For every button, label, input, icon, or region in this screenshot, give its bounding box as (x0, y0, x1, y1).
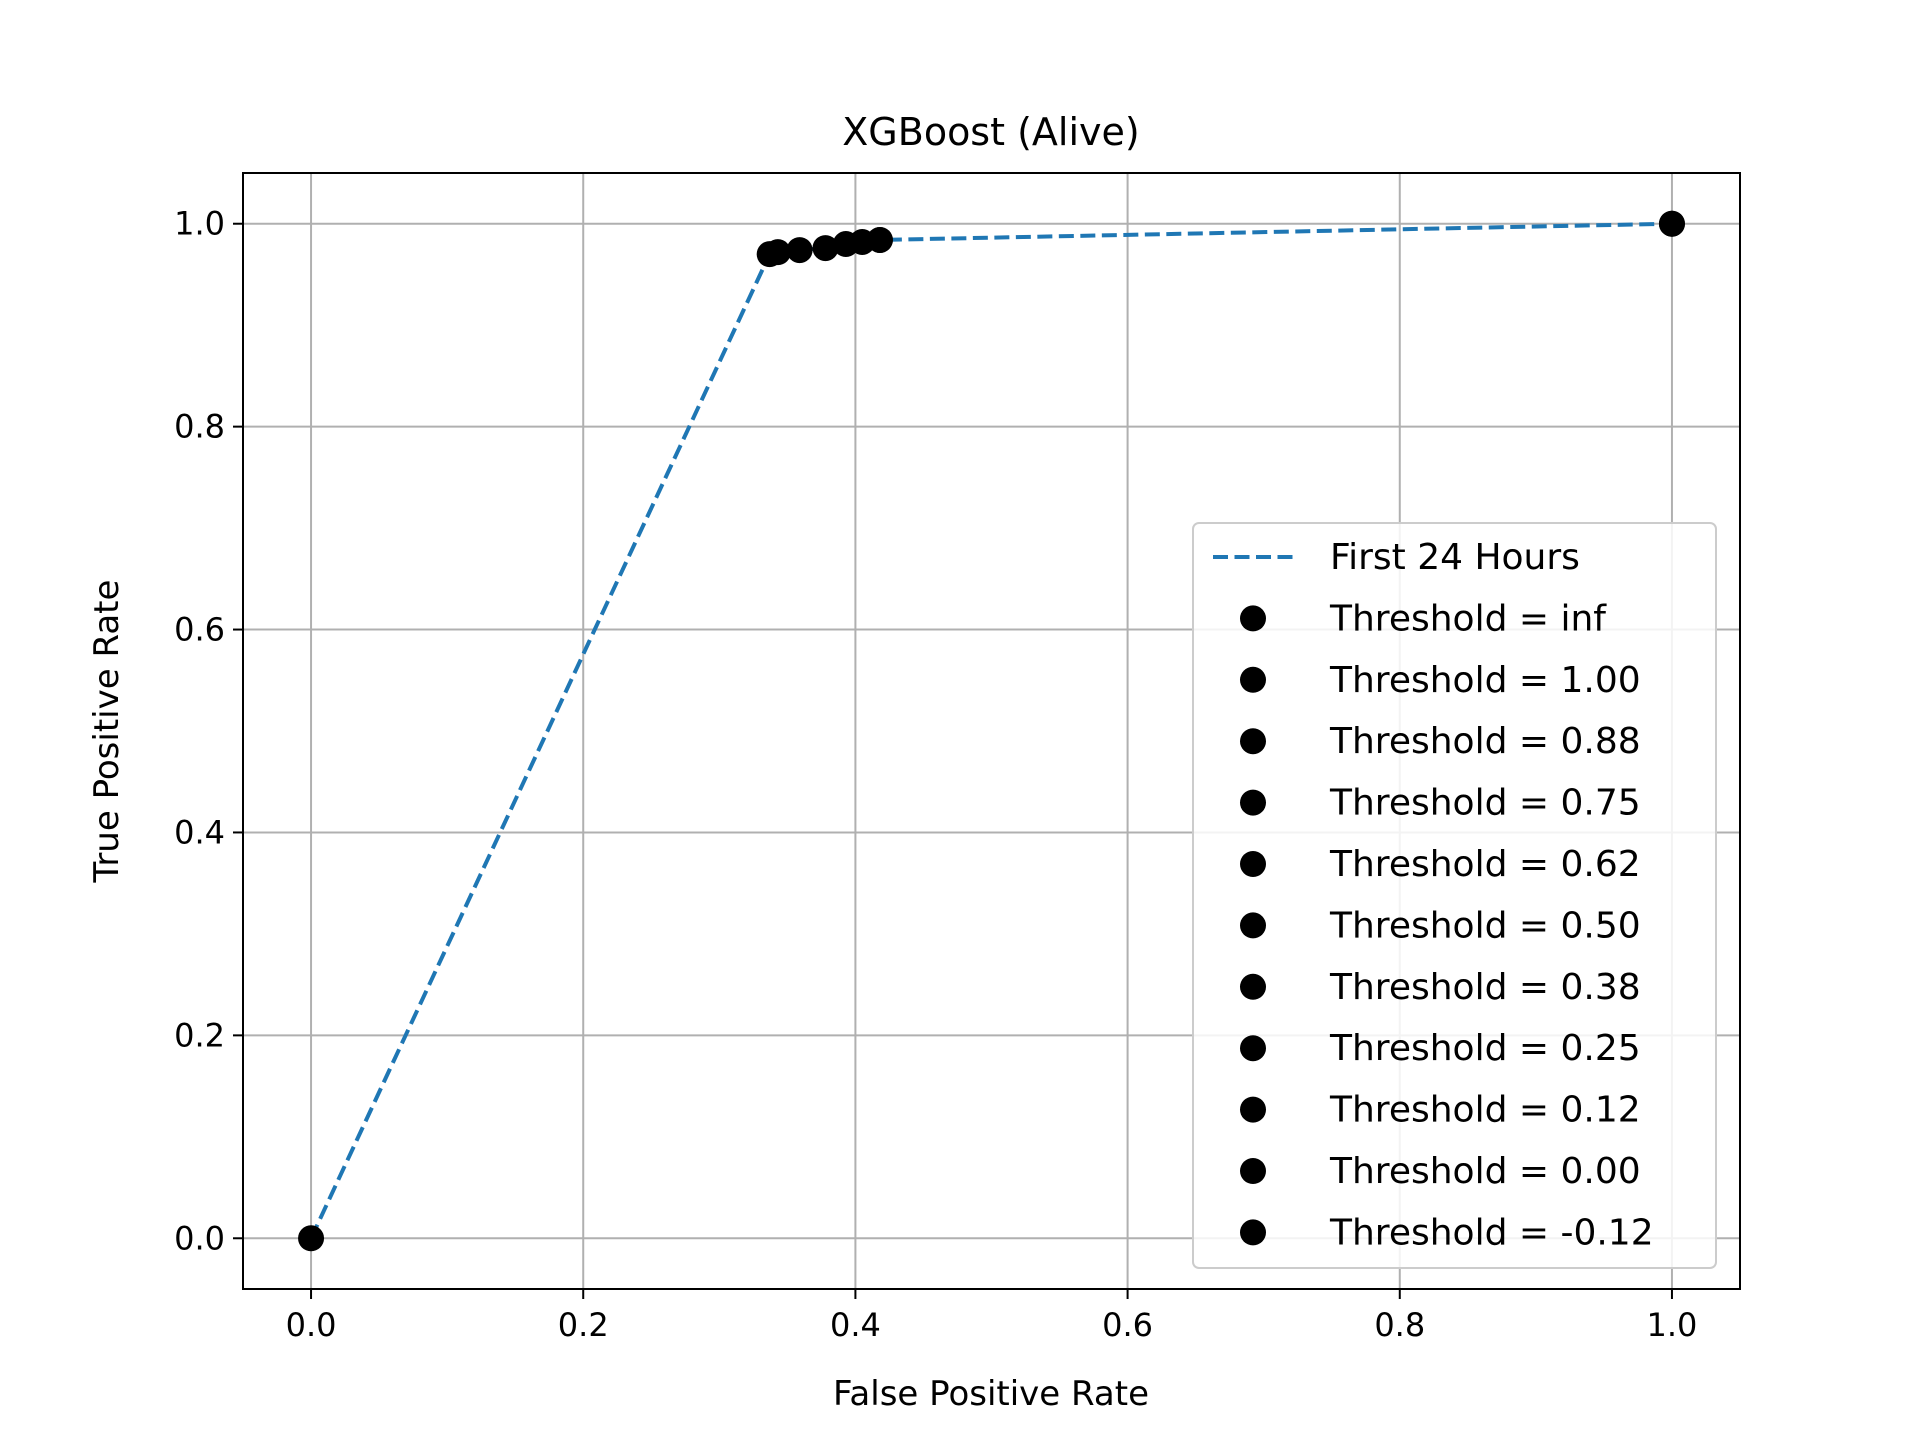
legend-marker (1240, 1096, 1266, 1123)
legend-box (1192, 522, 1717, 1269)
x-tick-label: 0.8 (1374, 1306, 1425, 1344)
legend-label: Threshold = 0.00 (1329, 1151, 1641, 1192)
chart-title: XGBoost (Alive) (842, 110, 1139, 154)
legend-label: Threshold = 0.25 (1329, 1028, 1641, 1069)
y-axis-label: True Positive Rate (87, 580, 127, 884)
legend-marker (1240, 728, 1266, 755)
points-layer (298, 210, 1685, 1252)
y-tick-label: 0.2 (174, 1016, 225, 1054)
x-axis-label: False Positive Rate (833, 1374, 1149, 1414)
x-tick-label: 0.2 (558, 1306, 609, 1344)
y-tick-label: 0.8 (174, 408, 225, 446)
threshold-point (866, 226, 893, 253)
threshold-point (298, 1225, 325, 1252)
tick-layer: 0.0 0.2 0.4 0.6 0.8 1.0 0.0 0.2 0.4 0.6 0.8 1.0 (174, 205, 1697, 1344)
legend-label: Threshold = -0.12 (1329, 1212, 1654, 1253)
plot-frame (242, 172, 1741, 1290)
legend-label: Threshold = 0.38 (1329, 967, 1641, 1008)
threshold-point (764, 239, 791, 266)
legend-label: Threshold = 0.75 (1329, 783, 1641, 824)
threshold-point (1658, 210, 1685, 237)
legend-marker (1240, 666, 1266, 693)
threshold-point (786, 237, 813, 264)
legend-marker (1240, 1219, 1266, 1246)
legend-label: Threshold = 1.00 (1329, 660, 1641, 701)
legend-label: First 24 Hours (1330, 537, 1580, 578)
legend-marker (1240, 851, 1266, 877)
y-tick-label: 0.6 (174, 611, 225, 649)
legend-label: Threshold = 0.12 (1329, 1090, 1641, 1131)
y-tick-label: 1.0 (174, 205, 225, 243)
legend: First 24 Hours Threshold = inf Threshold =… (1192, 522, 1717, 1269)
legend-label: Threshold = 0.50 (1329, 905, 1641, 946)
legend-label: Threshold = 0.62 (1329, 844, 1641, 885)
x-tick-label: 0.6 (1102, 1306, 1153, 1344)
legend-label: Threshold = inf (1329, 598, 1607, 639)
legend-label: Threshold = 0.88 (1329, 721, 1641, 762)
legend-marker (1240, 605, 1266, 632)
legend-marker (1240, 973, 1266, 1000)
legend-marker (1240, 912, 1266, 939)
x-tick-label: 1.0 (1647, 1306, 1698, 1344)
legend-marker (1240, 789, 1266, 816)
legend-marker (1240, 1158, 1266, 1184)
y-tick-label: 0.4 (174, 813, 225, 851)
legend-marker (1240, 1035, 1266, 1062)
threshold-point (812, 235, 839, 262)
x-tick-label: 0.4 (830, 1306, 881, 1344)
y-tick-label: 0.0 (174, 1219, 225, 1257)
x-tick-label: 0.0 (286, 1306, 337, 1344)
